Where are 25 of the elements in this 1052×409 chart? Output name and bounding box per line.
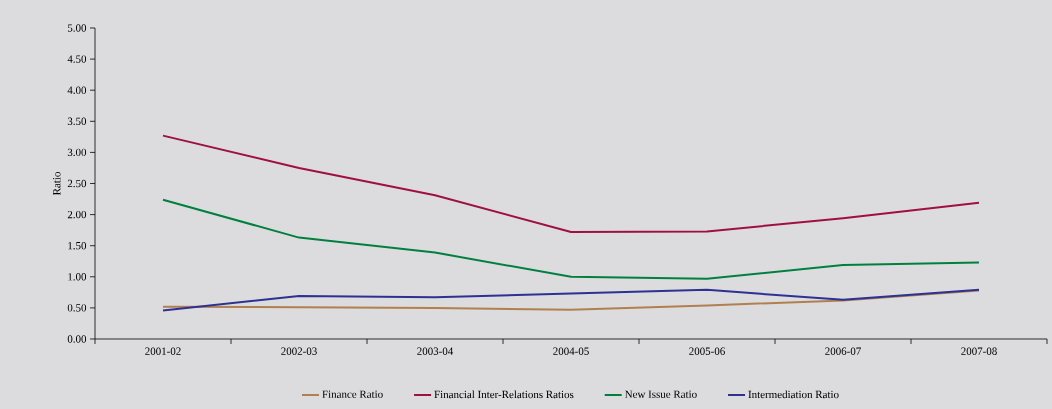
line-series [162, 134, 981, 234]
x-tick-label: 2004-05 [553, 347, 589, 355]
legend-label: Finance Ratio [322, 390, 383, 398]
y-tick-label: 2.50 [67, 179, 87, 188]
legend-label: Financial Inter-Relations Ratios [434, 390, 574, 399]
y-tick-label: 1.00 [68, 273, 87, 281]
y-axis-title: Ratio [53, 172, 61, 196]
legend-label: Intermediation Ratio [748, 390, 839, 399]
legend-label: New Issue Ratio [625, 390, 697, 398]
y-tick-label: 3.00 [67, 148, 87, 157]
y-tick-label: 4.00 [67, 86, 87, 94]
y-tick-label: 4.50 [67, 55, 87, 63]
y-tick-label: 0.50 [67, 304, 87, 312]
y-tick-label: 3.50 [67, 117, 87, 126]
x-tick-label: 2001-02 [145, 347, 181, 355]
x-tick-label: 2005-06 [689, 347, 725, 355]
x-tick-label: 2007-08 [961, 347, 997, 355]
x-tick-label: 2002-03 [281, 347, 317, 355]
line-series [162, 198, 981, 280]
y-tick-label: 1.50 [68, 241, 87, 250]
y-tick-label: 5.00 [67, 24, 87, 32]
x-tick-label: 2006-07 [825, 347, 861, 355]
x-tick-label: 2003-04 [417, 347, 454, 355]
y-tick-label: 2.00 [67, 210, 87, 219]
y-tick-label: 0.00 [67, 335, 87, 343]
